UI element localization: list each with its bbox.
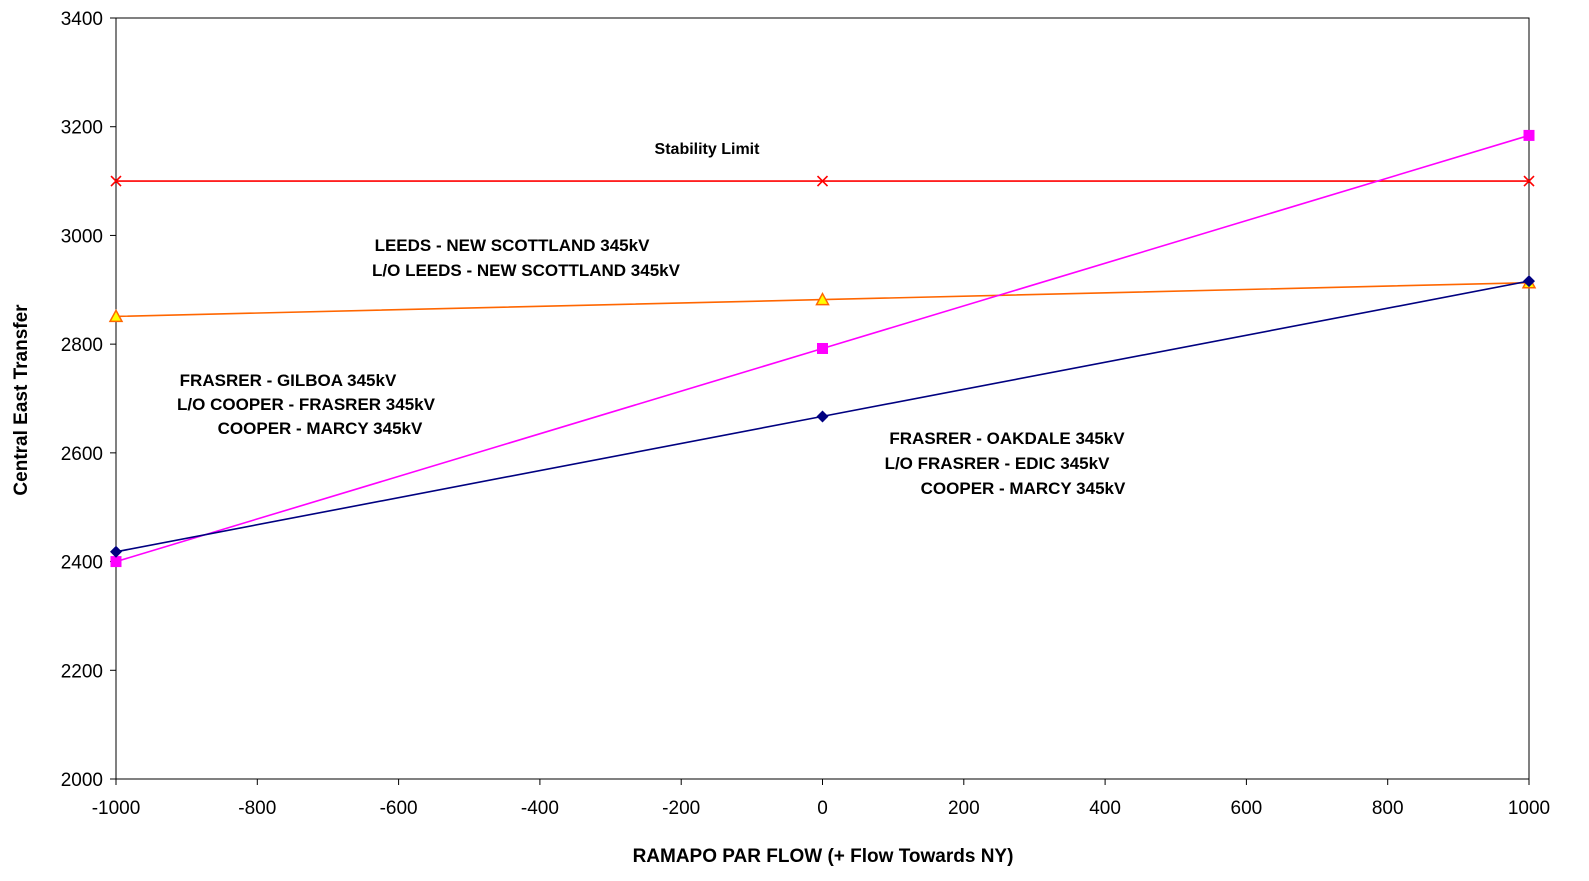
data-point bbox=[816, 410, 829, 423]
x-tick-label: -200 bbox=[662, 798, 700, 819]
x-tick-label: 200 bbox=[948, 798, 980, 819]
series-layer bbox=[108, 129, 1537, 568]
data-point bbox=[110, 556, 122, 568]
x-tick-label: 800 bbox=[1372, 798, 1404, 819]
data-point bbox=[1523, 129, 1535, 141]
data-point bbox=[1523, 175, 1535, 187]
x-tick-label: -1000 bbox=[92, 798, 141, 819]
y-tick-label: 2600 bbox=[61, 444, 103, 465]
data-point bbox=[815, 292, 830, 306]
x-tick-label: 0 bbox=[817, 798, 828, 819]
annotation-gilboa-2: L/O COOPER - FRASRER 345kV bbox=[177, 395, 436, 414]
x-tick-label: -600 bbox=[380, 798, 418, 819]
y-tick-label: 2800 bbox=[61, 335, 103, 356]
annotation-leeds-1: LEEDS - NEW SCOTTLAND 345kV bbox=[375, 236, 651, 255]
y-tick-label: 2400 bbox=[61, 553, 103, 574]
y-tick-label: 3400 bbox=[61, 9, 103, 30]
x-tick-label: 400 bbox=[1089, 798, 1121, 819]
series-1 bbox=[108, 275, 1537, 323]
annotation-oakdale-3: COOPER - MARCY 345kV bbox=[921, 479, 1126, 498]
x-tick-label: -400 bbox=[521, 798, 559, 819]
annotations: Stability Limit LEEDS - NEW SCOTTLAND 34… bbox=[177, 141, 1126, 498]
y-axis-title: Central East Transfer bbox=[11, 304, 32, 496]
x-axis: -1000 -800 -600 -400 -200 0 200 400 600 800 1000 bbox=[92, 779, 1550, 819]
annotation-gilboa-1: FRASRER - GILBOA 345kV bbox=[180, 371, 397, 390]
series-3 bbox=[110, 275, 1535, 558]
y-tick-label: 2200 bbox=[61, 661, 103, 682]
annotation-stability-limit: Stability Limit bbox=[655, 141, 761, 158]
y-tick-label: 3000 bbox=[61, 226, 103, 247]
y-tick-label: 3200 bbox=[61, 118, 103, 139]
annotation-oakdale-2: L/O FRASRER - EDIC 345kV bbox=[885, 454, 1110, 473]
x-tick-label: -800 bbox=[238, 798, 276, 819]
annotation-leeds-2: L/O LEEDS - NEW SCOTTLAND 345kV bbox=[372, 261, 681, 280]
data-point bbox=[110, 175, 122, 187]
annotation-gilboa-3: COOPER - MARCY 345kV bbox=[218, 419, 423, 438]
data-point bbox=[110, 545, 122, 558]
y-tick-label: 2000 bbox=[61, 770, 103, 791]
data-point bbox=[817, 342, 828, 354]
series-2 bbox=[110, 129, 1535, 568]
series-0 bbox=[110, 175, 1535, 187]
y-axis: 2000 2200 2400 2600 2800 3000 3200 3400 bbox=[61, 9, 116, 791]
x-tick-label: 600 bbox=[1231, 798, 1263, 819]
x-axis-title: RAMAPO PAR FLOW (+ Flow Towards NY) bbox=[633, 846, 1014, 867]
data-point bbox=[1523, 275, 1535, 288]
annotation-oakdale-1: FRASRER - OAKDALE 345kV bbox=[889, 429, 1125, 448]
data-point bbox=[108, 308, 124, 323]
x-tick-label: 1000 bbox=[1508, 798, 1550, 819]
data-point bbox=[816, 175, 829, 187]
